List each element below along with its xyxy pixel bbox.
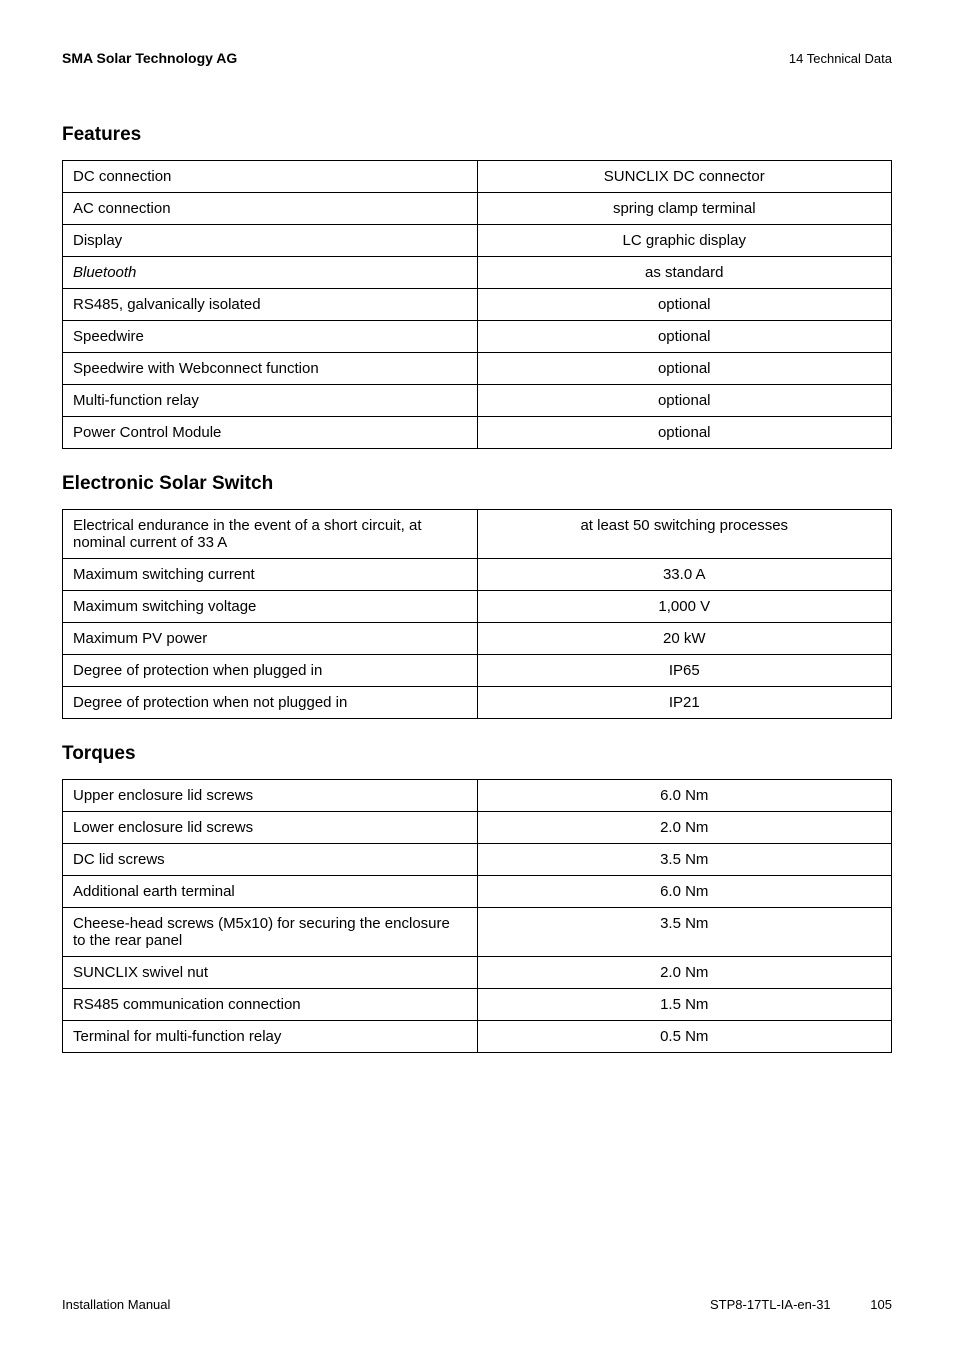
table-row: DisplayLC graphic display <box>63 225 892 257</box>
table-row: Maximum switching voltage1,000 V <box>63 591 892 623</box>
row-value: IP65 <box>477 655 892 687</box>
table-row: Speedwire with Webconnect functionoption… <box>63 353 892 385</box>
row-value: optional <box>477 417 892 449</box>
row-value: as standard <box>477 257 892 289</box>
row-value: optional <box>477 353 892 385</box>
row-value: 3.5 Nm <box>477 844 892 876</box>
row-value: LC graphic display <box>477 225 892 257</box>
ess-title: Electronic Solar Switch <box>62 473 892 495</box>
page-footer: Installation Manual STP8-17TL-IA-en-31 1… <box>62 1297 892 1312</box>
table-row: Bluetoothas standard <box>63 257 892 289</box>
page-header: SMA Solar Technology AG 14 Technical Dat… <box>62 50 892 66</box>
row-value: 2.0 Nm <box>477 812 892 844</box>
row-label: Maximum PV power <box>63 623 478 655</box>
row-label: AC connection <box>63 193 478 225</box>
row-label: Speedwire with Webconnect function <box>63 353 478 385</box>
table-row: Terminal for multi-function relay0.5 Nm <box>63 1021 892 1053</box>
table-row: Degree of protection when plugged inIP65 <box>63 655 892 687</box>
table-row: Additional earth terminal6.0 Nm <box>63 876 892 908</box>
row-label: Additional earth terminal <box>63 876 478 908</box>
row-value: IP21 <box>477 687 892 719</box>
row-value: optional <box>477 289 892 321</box>
features-title: Features <box>62 124 892 146</box>
footer-doc-id: STP8-17TL-IA-en-31 <box>710 1297 831 1312</box>
header-company: SMA Solar Technology AG <box>62 50 237 66</box>
table-row: Maximum PV power20 kW <box>63 623 892 655</box>
table-row: Upper enclosure lid screws6.0 Nm <box>63 780 892 812</box>
row-value: 6.0 Nm <box>477 780 892 812</box>
row-value: optional <box>477 321 892 353</box>
table-row: Maximum switching current33.0 A <box>63 559 892 591</box>
table-row: RS485, galvanically isolatedoptional <box>63 289 892 321</box>
table-row: RS485 communication connection1.5 Nm <box>63 989 892 1021</box>
row-label: Maximum switching voltage <box>63 591 478 623</box>
row-label: Display <box>63 225 478 257</box>
table-row: SUNCLIX swivel nut2.0 Nm <box>63 957 892 989</box>
row-label: Lower enclosure lid screws <box>63 812 478 844</box>
row-value: 20 kW <box>477 623 892 655</box>
table-row: Speedwireoptional <box>63 321 892 353</box>
table-row: Lower enclosure lid screws2.0 Nm <box>63 812 892 844</box>
row-value: at least 50 switching processes <box>477 510 892 559</box>
row-label: RS485 communication connection <box>63 989 478 1021</box>
row-value: optional <box>477 385 892 417</box>
row-label: Maximum switching current <box>63 559 478 591</box>
footer-left: Installation Manual <box>62 1297 170 1312</box>
row-label: Power Control Module <box>63 417 478 449</box>
row-value: SUNCLIX DC connector <box>477 161 892 193</box>
row-value: 2.0 Nm <box>477 957 892 989</box>
row-label: Multi-function relay <box>63 385 478 417</box>
row-value: 33.0 A <box>477 559 892 591</box>
table-row: Power Control Moduleoptional <box>63 417 892 449</box>
row-label: DC connection <box>63 161 478 193</box>
row-label: Degree of protection when not plugged in <box>63 687 478 719</box>
torques-title: Torques <box>62 743 892 765</box>
row-label: Speedwire <box>63 321 478 353</box>
row-label: Electrical endurance in the event of a s… <box>63 510 478 559</box>
row-label: SUNCLIX swivel nut <box>63 957 478 989</box>
table-row: Electrical endurance in the event of a s… <box>63 510 892 559</box>
table-row: DC lid screws3.5 Nm <box>63 844 892 876</box>
table-row: Multi-function relayoptional <box>63 385 892 417</box>
header-section: 14 Technical Data <box>789 51 892 66</box>
table-row: Degree of protection when not plugged in… <box>63 687 892 719</box>
torques-table: Upper enclosure lid screws6.0 NmLower en… <box>62 779 892 1053</box>
table-row: Cheese-head screws (M5x10) for securing … <box>63 908 892 957</box>
row-value: 6.0 Nm <box>477 876 892 908</box>
row-label: Cheese-head screws (M5x10) for securing … <box>63 908 478 957</box>
row-label: RS485, galvanically isolated <box>63 289 478 321</box>
footer-right: STP8-17TL-IA-en-31 105 <box>710 1297 892 1312</box>
row-value: 1.5 Nm <box>477 989 892 1021</box>
row-label: DC lid screws <box>63 844 478 876</box>
footer-page: 105 <box>870 1297 892 1312</box>
table-row: DC connectionSUNCLIX DC connector <box>63 161 892 193</box>
table-row: AC connectionspring clamp terminal <box>63 193 892 225</box>
row-value: 1,000 V <box>477 591 892 623</box>
row-label: Upper enclosure lid screws <box>63 780 478 812</box>
features-table: DC connectionSUNCLIX DC connectorAC conn… <box>62 160 892 449</box>
row-label: Bluetooth <box>63 257 478 289</box>
row-value: 0.5 Nm <box>477 1021 892 1053</box>
row-value: spring clamp terminal <box>477 193 892 225</box>
row-label: Terminal for multi-function relay <box>63 1021 478 1053</box>
row-value: 3.5 Nm <box>477 908 892 957</box>
row-label: Degree of protection when plugged in <box>63 655 478 687</box>
ess-table: Electrical endurance in the event of a s… <box>62 509 892 719</box>
